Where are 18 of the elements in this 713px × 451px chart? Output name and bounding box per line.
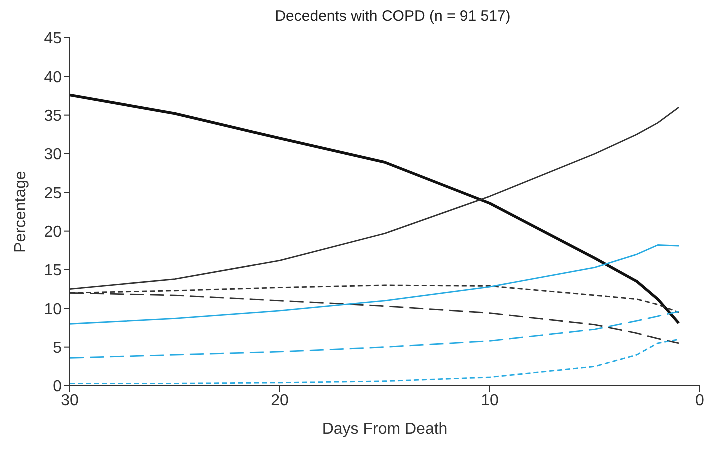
- line-series: [70, 338, 680, 384]
- line-series: [70, 311, 680, 359]
- y-tick-label: 5: [53, 340, 62, 358]
- y-tick-label: 40: [44, 69, 62, 86]
- x-tick-label: 20: [271, 392, 289, 410]
- chart-title: Decedents with COPD (n = 91 517): [274, 8, 512, 27]
- y-tick-label: 45: [44, 30, 62, 48]
- x-tick-label: 10: [481, 392, 499, 410]
- y-tick-label: 0: [53, 378, 62, 396]
- y-tick-label: 25: [44, 185, 62, 202]
- x-axis-title: Days From Death: [322, 421, 448, 438]
- x-tick-label: 0: [696, 392, 705, 410]
- y-tick-label: 15: [44, 262, 62, 280]
- y-tick-label: 30: [44, 146, 62, 164]
- y-tick-label: 20: [44, 224, 62, 242]
- y-tick-label: 35: [44, 108, 62, 126]
- y-tick-label: 10: [44, 301, 62, 318]
- y-axis-title: Percentage: [12, 170, 30, 253]
